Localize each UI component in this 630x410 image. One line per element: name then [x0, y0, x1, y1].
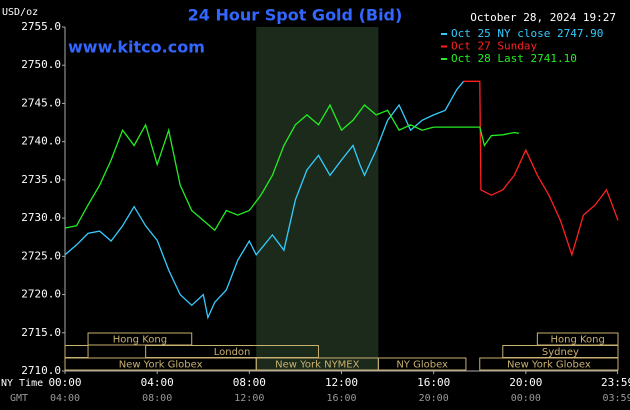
gmt-tick-label: 04:00 — [50, 393, 80, 404]
y-tick-label: 2730.0 — [21, 211, 61, 224]
x-tick-label: 08:00 — [233, 376, 266, 389]
session-label: London — [214, 347, 251, 358]
session-label: New York Globex — [119, 360, 203, 371]
gmt-tick-label: 00:00 — [511, 393, 541, 404]
series-line — [463, 80, 619, 257]
session-label: New York Globex — [507, 360, 591, 371]
highlight-band — [256, 27, 379, 371]
x-tick-label: 12:00 — [325, 376, 358, 389]
y-tick-label: 2710.0 — [21, 364, 61, 377]
y-tick-label: 2715.0 — [21, 326, 61, 339]
x-tick-label: 00:00 — [48, 376, 81, 389]
chart-title: 24 Hour Spot Gold (Bid) — [188, 6, 403, 25]
series-line — [64, 80, 465, 320]
x-tick-label: 23:59 — [601, 376, 630, 389]
x-tick-label: 20:00 — [509, 376, 542, 389]
x-axis-label: NY Time — [1, 378, 43, 389]
x-tick-label: 04:00 — [141, 376, 174, 389]
y-tick-label: 2720.0 — [21, 288, 61, 301]
y-tick-label: 2755.0 — [21, 20, 61, 33]
legend-label: Oct 27 Sunday — [451, 40, 537, 53]
y-tick-label: 2735.0 — [21, 173, 61, 186]
y-tick-label: 2740.0 — [21, 135, 61, 148]
x2-axis-label: GMT — [10, 393, 28, 404]
legend-label: Oct 28 Last 2741.10 — [451, 52, 577, 65]
session-label: NY Globex — [396, 360, 448, 371]
y-tick-label: 2725.0 — [21, 249, 61, 262]
legend-box — [437, 27, 618, 67]
session-box — [377, 357, 467, 371]
x-tick-label: 16:00 — [417, 376, 450, 389]
y-axis-label: USD/oz — [2, 7, 38, 18]
y-tick-label: 2745.0 — [21, 96, 61, 109]
session-box — [479, 357, 619, 371]
watermark: www.kitco.com — [68, 38, 205, 57]
gmt-tick-label: 12:00 — [234, 393, 264, 404]
session-label: Sydney — [542, 347, 579, 358]
gmt-tick-label: 20:00 — [419, 393, 449, 404]
legend-label: Oct 25 NY close 2747.90 — [451, 27, 603, 40]
series-line — [64, 103, 520, 232]
y-tick-label: 2750.0 — [21, 58, 61, 71]
gmt-tick-label: 16:00 — [326, 393, 356, 404]
session-label: Hong Kong — [113, 335, 167, 346]
gmt-tick-label: 08:00 — [142, 393, 172, 404]
chart-date: October 28, 2024 19:27 — [470, 11, 616, 24]
session-label: New York NYMEX — [275, 360, 360, 371]
session-label: Hong Kong — [550, 335, 604, 346]
session-box — [87, 332, 193, 346]
gmt-tick-label: 03:59 — [602, 393, 630, 404]
